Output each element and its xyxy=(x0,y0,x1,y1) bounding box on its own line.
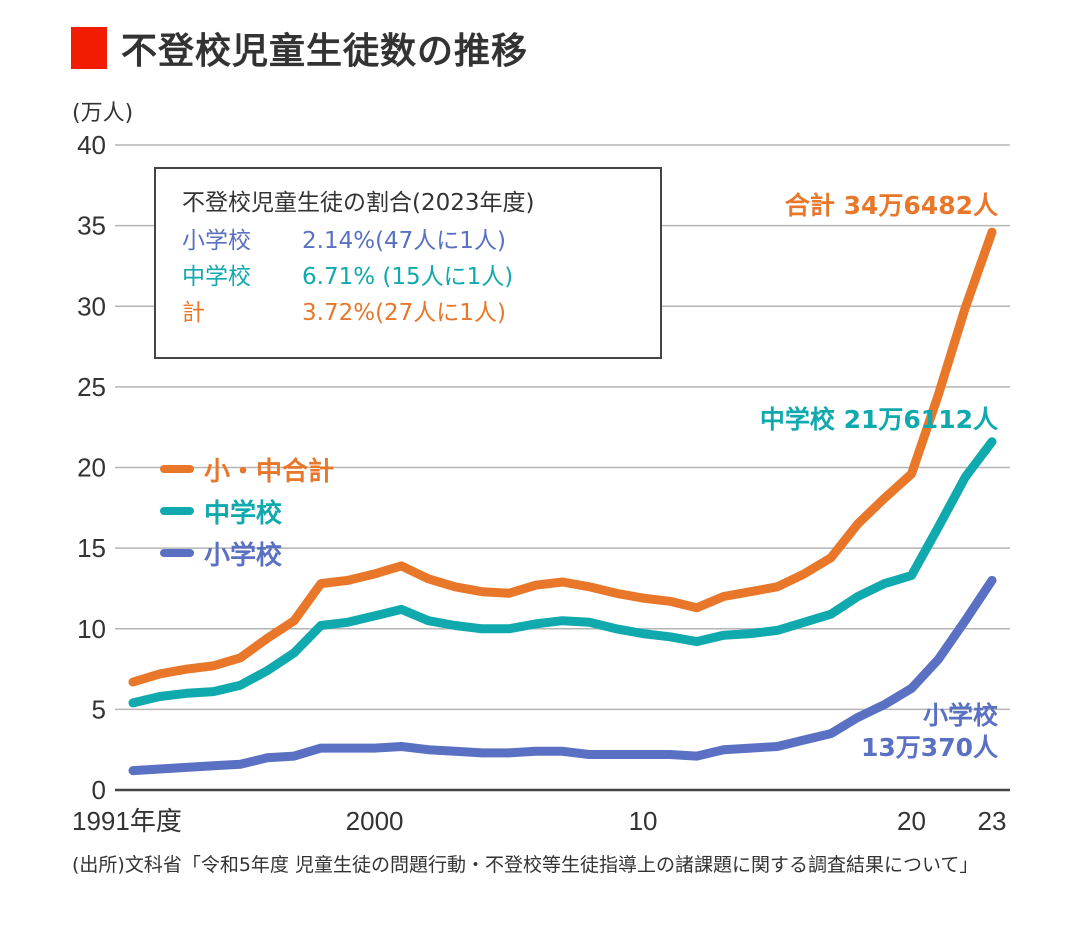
inset-row-total: 計 3.72%(27人に1人) xyxy=(182,295,660,331)
y-tick-label: 25 xyxy=(77,372,106,402)
annotation-junior-high: 中学校 21万6112人 xyxy=(759,405,998,434)
annotation-total: 合計 34万6482人 xyxy=(784,191,998,220)
chart-title: 不登校児童生徒数の推移 xyxy=(121,31,529,72)
y-axis-ticks: 0 5 10 15 20 25 30 35 40 xyxy=(77,130,106,805)
y-tick-label: 15 xyxy=(77,533,106,563)
inset-row-elementary: 小学校 2.14%(47人に1人) xyxy=(182,223,660,259)
y-tick-label: 0 xyxy=(92,775,106,805)
chart-header: 不登校児童生徒数の推移 xyxy=(71,22,528,74)
title-marker-square xyxy=(71,27,107,69)
legend-item-elementary: 小学校 xyxy=(160,532,334,574)
legend-swatch-elementary xyxy=(160,549,194,557)
inset-value: 6.71% (15人に1人) xyxy=(302,264,514,290)
inset-title: 不登校児童生徒の割合(2023年度) xyxy=(182,190,535,216)
inset-label: 小学校 xyxy=(182,228,251,254)
x-tick-label: 2000 xyxy=(346,806,404,836)
legend-label: 小・中合計 xyxy=(204,456,335,487)
y-tick-label: 5 xyxy=(92,694,106,724)
legend-swatch-junior-high xyxy=(160,507,194,515)
ratio-inset-box: 不登校児童生徒の割合(2023年度) 小学校 2.14%(47人に1人) 中学校… xyxy=(154,167,662,359)
series-line-elementary xyxy=(128,575,997,776)
annotation-elementary-value: 13万370人 xyxy=(861,733,998,762)
inset-label: 中学校 xyxy=(182,264,251,290)
legend-label: 中学校 xyxy=(204,498,283,529)
series-line-total xyxy=(128,227,997,687)
x-tick-label: 10 xyxy=(629,806,658,836)
x-tick-label: 1991年度 xyxy=(72,806,182,836)
y-tick-label: 30 xyxy=(77,291,106,321)
x-axis-ticks: 1991年度 2000 10 20 23 xyxy=(72,806,1006,836)
chart-legend: 小・中合計 中学校 小学校 xyxy=(160,448,334,574)
y-tick-label: 35 xyxy=(77,211,106,241)
inset-value: 3.72%(27人に1人) xyxy=(302,300,506,326)
series-line-junior-high xyxy=(128,437,997,708)
annotation-elementary: 小学校 13万370人 xyxy=(861,700,998,764)
legend-label: 小学校 xyxy=(204,540,283,571)
legend-item-total: 小・中合計 xyxy=(160,448,334,490)
inset-value: 2.14%(47人に1人) xyxy=(302,228,506,254)
annotation-elementary-label: 小学校 xyxy=(922,701,998,730)
legend-item-junior-high: 中学校 xyxy=(160,490,334,532)
series-lines xyxy=(128,227,997,776)
inset-row-junior-high: 中学校 6.71% (15人に1人) xyxy=(182,259,660,295)
legend-swatch-total xyxy=(160,465,194,473)
y-tick-label: 40 xyxy=(77,130,106,160)
inset-label: 計 xyxy=(182,300,205,326)
y-tick-label: 20 xyxy=(77,453,106,483)
y-tick-label: 10 xyxy=(77,614,106,644)
source-note: (出所)文科省「令和5年度 児童生徒の問題行動・不登校等生徒指導上の諸課題に関す… xyxy=(72,854,979,876)
x-tick-label: 20 xyxy=(897,806,926,836)
y-axis-unit-label: (万人) xyxy=(72,101,134,126)
x-tick-label: 23 xyxy=(978,806,1007,836)
